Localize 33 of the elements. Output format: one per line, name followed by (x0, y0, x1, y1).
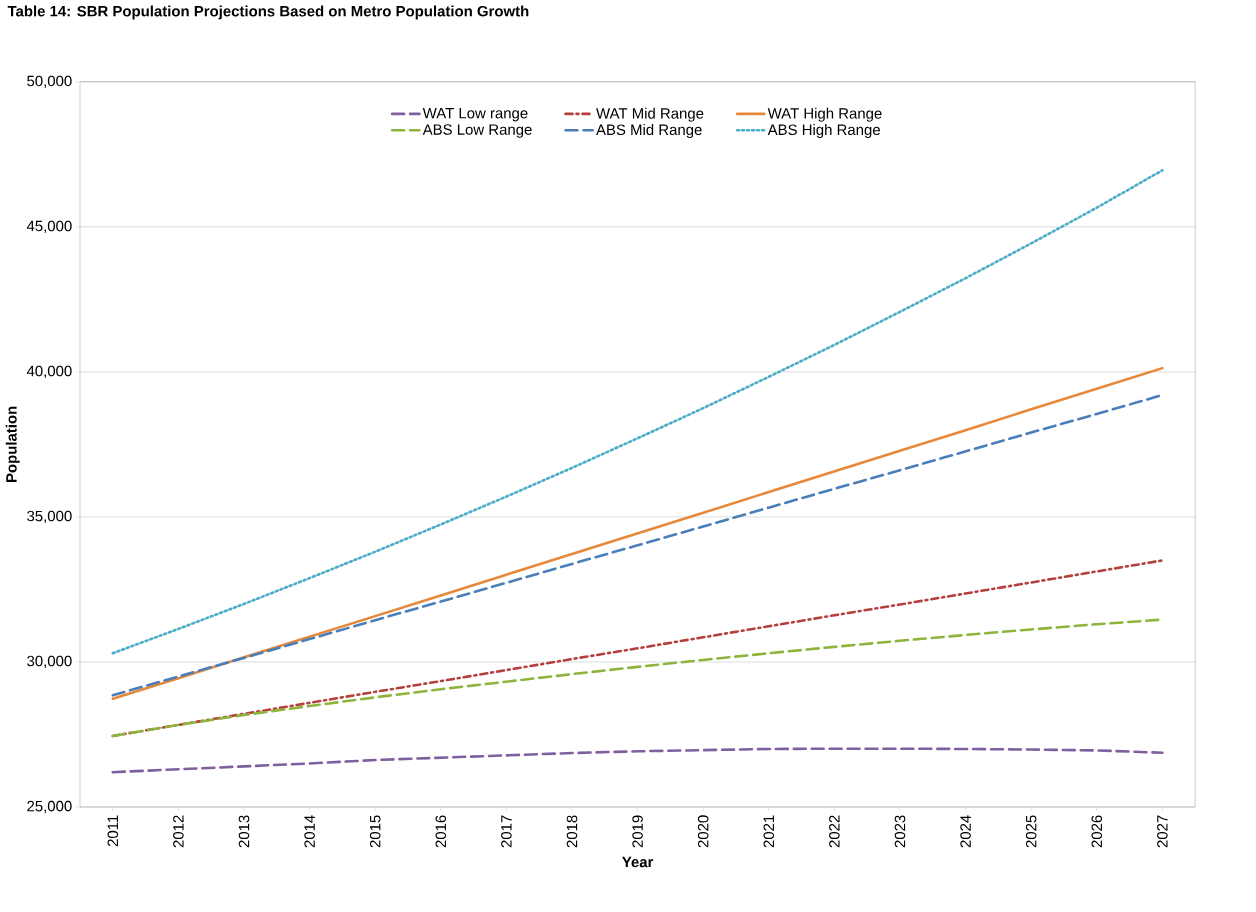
legend-label: WAT High Range (767, 107, 882, 122)
x-tick-label: 2011 (107, 815, 119, 847)
x-tick-label: 2016 (435, 815, 447, 848)
x-tick-label: 2015 (369, 815, 381, 848)
x-tick-label: 2017 (501, 815, 512, 848)
x-tick-label: 2014 (304, 815, 315, 848)
y-tick-label: 40,000 (26, 365, 72, 379)
x-tick-label: 2019 (632, 815, 643, 848)
legend-label: ABS Low Range (422, 124, 532, 138)
legend-label: WAT Mid Range (596, 107, 704, 122)
legend-label: ABS Mid Range (596, 124, 702, 138)
x-tick-label: 2023 (894, 815, 906, 848)
line-series (111, 168, 1164, 655)
x-tick-label: 2024 (960, 815, 971, 848)
y-axis-title: Population (5, 406, 20, 482)
y-tick-label: 50,000 (27, 75, 72, 88)
x-tick-label: 2018 (566, 815, 578, 848)
x-tick-label: 2013 (238, 815, 250, 848)
y-tick-label: 45,000 (26, 220, 72, 234)
y-tick-label: 25,000 (27, 800, 72, 814)
legend-label: WAT Low range (422, 108, 528, 122)
x-tick-label: 2025 (1025, 815, 1037, 848)
x-tick-label: 2021 (763, 815, 775, 848)
x-tick-label: 2022 (829, 815, 840, 848)
x-tick-label: 2027 (1157, 815, 1168, 848)
chart-title: Table 14: SBR Population Projections Based on Metro Population Growth (7, 5, 529, 20)
x-axis-title: Year (622, 856, 654, 868)
legend-label: ABS High Range (767, 124, 880, 138)
y-tick-label: 35,000 (27, 510, 72, 524)
y-tick-label: 30,000 (27, 655, 72, 669)
x-tick-label: 2012 (173, 815, 184, 848)
x-tick-label: 2020 (697, 815, 709, 848)
x-tick-label: 2026 (1091, 815, 1103, 848)
